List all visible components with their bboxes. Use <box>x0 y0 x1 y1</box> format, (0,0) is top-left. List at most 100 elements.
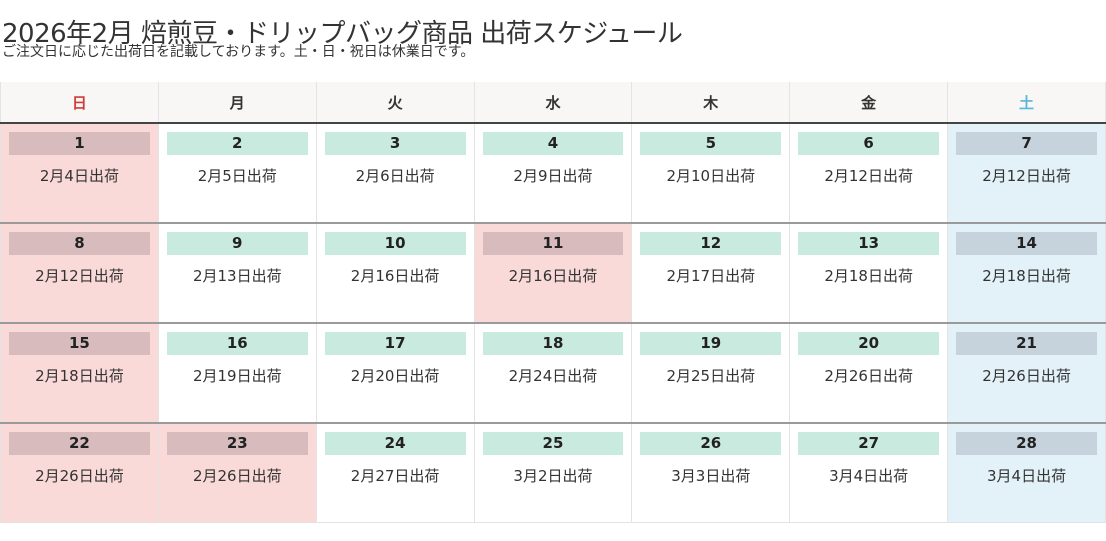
order-day-number: 20 <box>798 332 940 355</box>
ship-date-label: 2月26日出荷 <box>35 467 124 485</box>
ship-date-label: 2月13日出荷 <box>192 267 282 285</box>
shipping-calendar: 日 月 火 水 木 金 土 1 2月4日出荷 2 2月5日出荷 3 2月6日出荷 4 2月9日… <box>0 82 1106 523</box>
ship-date-label: 2月24日出荷 <box>508 367 598 385</box>
calendar-day-cell: 13 2月18日出荷 <box>789 222 949 324</box>
ship-date-label: 2月26日出荷 <box>192 467 282 485</box>
ship-date-label: 3月4日出荷 <box>829 467 909 485</box>
calendar-day-cell: 9 2月13日出荷 <box>157 222 317 324</box>
calendar-day-cell: 24 2月27日出荷 <box>315 422 475 523</box>
order-day-number: 18 <box>482 332 624 355</box>
calendar-day-cell: 5 2月10日出荷 <box>631 123 791 224</box>
order-day-number: 7 <box>956 132 1097 155</box>
calendar-day-cell: 19 2月25日出荷 <box>631 322 791 424</box>
order-day-number: 26 <box>640 432 782 455</box>
calendar-day-cell: 12 2月17日出荷 <box>631 222 791 324</box>
calendar-day-cell: 17 2月20日出荷 <box>315 322 475 424</box>
page-title: 2026年2月 焙煎豆・ドリップバッグ商品 出荷スケジュール <box>2 19 683 50</box>
order-day-number: 17 <box>324 332 466 355</box>
ship-date-label: 2月26日出荷 <box>824 367 913 385</box>
ship-date-label: 2月16日出荷 <box>508 267 598 285</box>
calendar-day-cell: 3 2月6日出荷 <box>315 123 475 224</box>
calendar-week-row: 1 2月4日出荷 2 2月5日出荷 3 2月6日出荷 4 2月9日出荷 5 2月10日出荷 6 2月1… <box>0 123 1106 224</box>
calendar-day-cell: 20 2月26日出荷 <box>789 322 949 424</box>
order-day-number: 1 <box>9 132 150 155</box>
ship-date-label: 3月4日出荷 <box>986 467 1067 485</box>
order-day-number: 4 <box>482 132 624 155</box>
calendar-day-cell: 28 3月4日出荷 <box>947 422 1106 523</box>
order-day-number: 16 <box>166 332 308 355</box>
weekday-header-tue: 火 <box>315 82 475 124</box>
calendar-day-cell: 8 2月12日出荷 <box>0 222 159 324</box>
ship-date-label: 2月20日出荷 <box>350 367 440 385</box>
calendar-body: 1 2月4日出荷 2 2月5日出荷 3 2月6日出荷 4 2月9日出荷 5 2月10日出荷 6 2月1… <box>0 123 1106 523</box>
order-day-number: 14 <box>956 232 1097 255</box>
calendar-day-cell: 25 3月2日出荷 <box>473 422 633 523</box>
ship-date-label: 2月27日出荷 <box>350 467 440 485</box>
order-day-number: 13 <box>798 232 940 255</box>
calendar-day-cell: 6 2月12日出荷 <box>789 123 949 224</box>
order-day-number: 9 <box>166 232 308 255</box>
calendar-day-cell: 15 2月18日出荷 <box>0 322 159 424</box>
ship-date-label: 2月18日出荷 <box>824 267 913 285</box>
calendar-day-cell: 21 2月26日出荷 <box>947 322 1106 424</box>
ship-date-label: 2月10日出荷 <box>666 167 756 185</box>
ship-date-label: 2月12日出荷 <box>35 267 124 285</box>
ship-date-label: 2月25日出荷 <box>666 367 756 385</box>
calendar-day-cell: 23 2月26日出荷 <box>157 422 317 523</box>
calendar-week-row: 22 2月26日出荷 23 2月26日出荷 24 2月27日出荷 25 3月2日出荷 26 3月3… <box>0 422 1106 523</box>
calendar-day-cell: 1 2月4日出荷 <box>0 123 159 224</box>
ship-date-label: 2月12日出荷 <box>824 167 913 185</box>
order-day-number: 8 <box>9 232 150 255</box>
calendar-day-cell: 11 2月16日出荷 <box>473 222 633 324</box>
calendar-day-cell: 14 2月18日出荷 <box>947 222 1106 324</box>
ship-date-label: 2月6日出荷 <box>355 167 435 185</box>
weekday-header-sun: 日 <box>0 82 159 124</box>
calendar-day-cell: 27 3月4日出荷 <box>789 422 949 523</box>
weekday-header-sat: 土 <box>947 82 1106 124</box>
weekday-header-thu: 木 <box>631 82 791 124</box>
calendar-day-cell: 18 2月24日出荷 <box>473 322 633 424</box>
ship-date-label: 2月17日出荷 <box>666 267 756 285</box>
ship-date-label: 3月3日出荷 <box>671 467 751 485</box>
order-day-number: 22 <box>9 432 150 455</box>
order-day-number: 3 <box>324 132 466 155</box>
order-day-number: 21 <box>956 332 1097 355</box>
weekday-header-fri: 金 <box>789 82 949 124</box>
ship-date-label: 2月5日出荷 <box>197 167 277 185</box>
ship-date-label: 2月19日出荷 <box>192 367 282 385</box>
order-day-number: 24 <box>324 432 466 455</box>
calendar-day-cell: 16 2月19日出荷 <box>157 322 317 424</box>
calendar-day-cell: 7 2月12日出荷 <box>947 123 1106 224</box>
order-day-number: 15 <box>9 332 150 355</box>
order-day-number: 27 <box>798 432 940 455</box>
ship-date-label: 2月26日出荷 <box>982 367 1071 385</box>
ship-date-label: 2月18日出荷 <box>982 267 1071 285</box>
ship-date-label: 2月12日出荷 <box>982 167 1071 185</box>
ship-date-label: 2月9日出荷 <box>513 167 593 185</box>
weekday-header-mon: 月 <box>157 82 317 124</box>
order-day-number: 11 <box>482 232 624 255</box>
page-subtitle: ご注文日に応じた出荷日を記載しております。土・日・祝日は休業日です。 <box>2 44 475 60</box>
order-day-number: 23 <box>166 432 308 455</box>
calendar-day-cell: 22 2月26日出荷 <box>0 422 159 523</box>
order-day-number: 6 <box>798 132 940 155</box>
order-day-number: 2 <box>166 132 308 155</box>
calendar-week-row: 8 2月12日出荷 9 2月13日出荷 10 2月16日出荷 11 2月16日出荷 12 2月17… <box>0 222 1106 324</box>
calendar-day-cell: 10 2月16日出荷 <box>315 222 475 324</box>
ship-date-label: 2月4日出荷 <box>39 167 119 185</box>
calendar-day-cell: 2 2月5日出荷 <box>157 123 317 224</box>
ship-date-label: 2月16日出荷 <box>350 267 440 285</box>
weekday-header-wed: 水 <box>473 82 633 124</box>
order-day-number: 10 <box>324 232 466 255</box>
order-day-number: 28 <box>956 432 1097 455</box>
calendar-day-cell: 26 3月3日出荷 <box>631 422 791 523</box>
weekday-header-row: 日 月 火 水 木 金 土 <box>0 82 1106 124</box>
order-day-number: 25 <box>482 432 624 455</box>
calendar-day-cell: 4 2月9日出荷 <box>473 123 633 224</box>
ship-date-label: 2月18日出荷 <box>35 367 124 385</box>
ship-date-label: 3月2日出荷 <box>513 467 593 485</box>
order-day-number: 5 <box>640 132 782 155</box>
calendar-week-row: 15 2月18日出荷 16 2月19日出荷 17 2月20日出荷 18 2月24日出荷 19 2月… <box>0 322 1106 424</box>
order-day-number: 12 <box>640 232 782 255</box>
order-day-number: 19 <box>640 332 782 355</box>
